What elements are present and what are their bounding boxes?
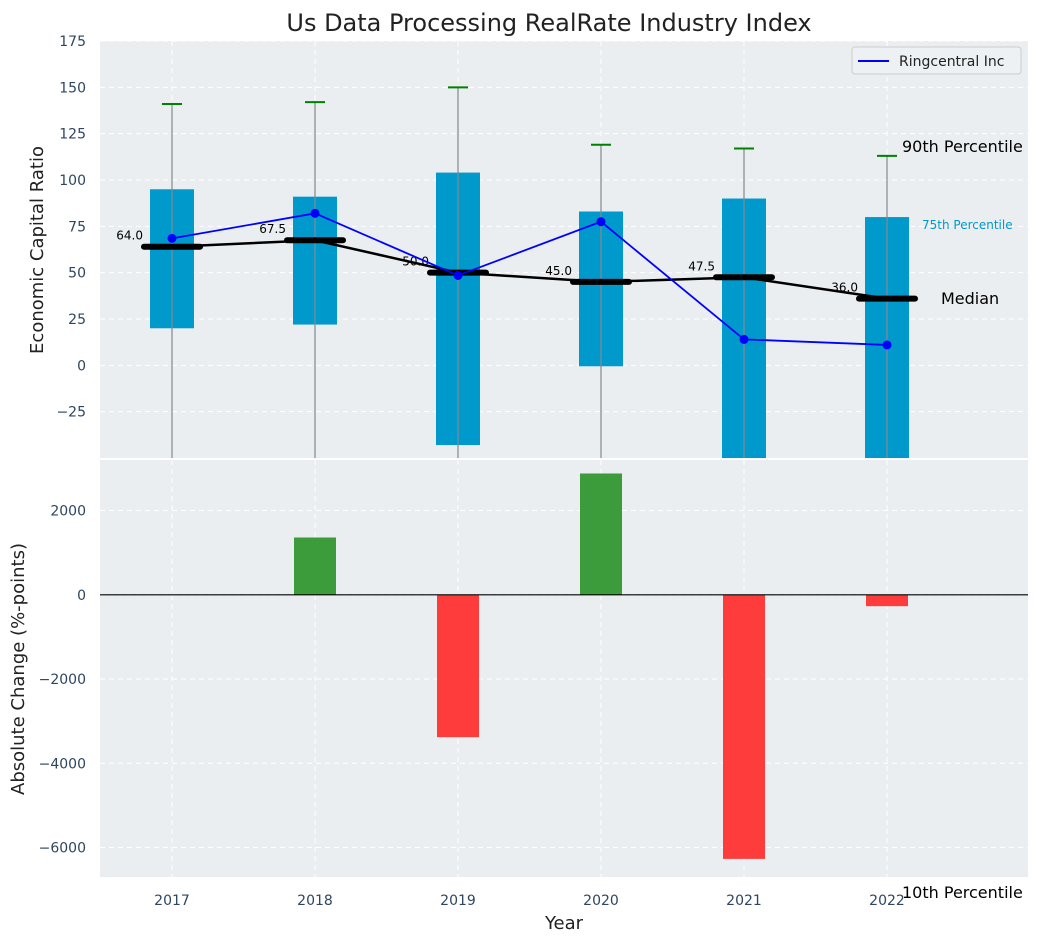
change-bar-positive [580,473,622,595]
x-tick-label: 2017 [154,893,190,909]
median-annotation: Median [941,289,999,308]
bottom-y-tick-label: 0 [77,588,86,604]
p90-annotation: 90th Percentile [902,137,1023,156]
median-value-label: 64.0 [116,229,143,243]
company-series-point [882,340,892,350]
bottom-panel-background [100,460,1028,877]
chart-title: Us Data Processing RealRate Industry Ind… [286,9,811,37]
p10-annotation: 10th Percentile [902,883,1023,902]
legend: Ringcentral Inc [851,46,1022,75]
x-tick-label: 2018 [297,893,333,909]
top-y-tick-label: 100 [59,173,86,189]
top-y-tick-label: 50 [68,266,86,282]
median-value-label: 50.0 [402,255,429,269]
x-tick-labels: 2017 2018 2019 2020 2021 2022 [154,893,905,909]
bottom-y-axis-label: Absolute Change (%-points) [8,543,29,795]
top-y-axis-label: Economic Capital Ratio [27,146,48,354]
x-tick-label: 2020 [583,893,619,909]
company-series-point [453,270,463,280]
bottom-y-tick-label: −4000 [39,756,86,772]
percentile-annotations: 90th Percentile 75th Percentile Median 10th… [902,137,1023,902]
top-y-tick-label: 25 [68,312,86,328]
change-bar-negative [866,594,908,607]
x-axis-label: Year [544,913,584,934]
company-series-point [310,208,320,218]
change-bar-negative [437,594,479,738]
bottom-y-tick-label: −6000 [39,841,86,857]
company-series-point [167,233,177,243]
median-value-label: 36.0 [831,281,858,295]
company-series-line [171,212,888,346]
bottom-y-tick-label: 2000 [50,504,86,520]
x-tick-label: 2022 [869,893,905,909]
top-y-tick-label: −25 [56,405,86,421]
median-value-label: 67.5 [259,222,286,236]
top-y-tick-label: 150 [59,80,86,96]
top-y-tick-label: 125 [59,127,86,143]
top-y-tick-label: 175 [59,34,86,50]
bottom-panel: −6000 −4000 −2000 0 2000 [39,460,1028,877]
median-value-label: 47.5 [688,259,715,273]
top-panel: −25 0 25 50 75 100 125 150 175 64.0 67.5 50.0 45.0 47… [56,34,1028,459]
p75-annotation: 75th Percentile [922,218,1013,232]
change-bar-positive [294,537,336,595]
top-y-tick-label: 75 [68,219,86,235]
company-series-point [739,334,749,344]
legend-label-company: Ringcentral Inc [899,54,1004,70]
x-tick-label: 2019 [440,893,476,909]
bottom-y-tick-label: −2000 [39,672,86,688]
change-bar-negative [723,594,765,859]
legend-box [851,46,1022,75]
median-value-label: 45.0 [545,264,572,278]
top-y-tick-label: 0 [77,358,86,374]
company-series-point [596,217,606,227]
x-tick-label: 2021 [726,893,762,909]
